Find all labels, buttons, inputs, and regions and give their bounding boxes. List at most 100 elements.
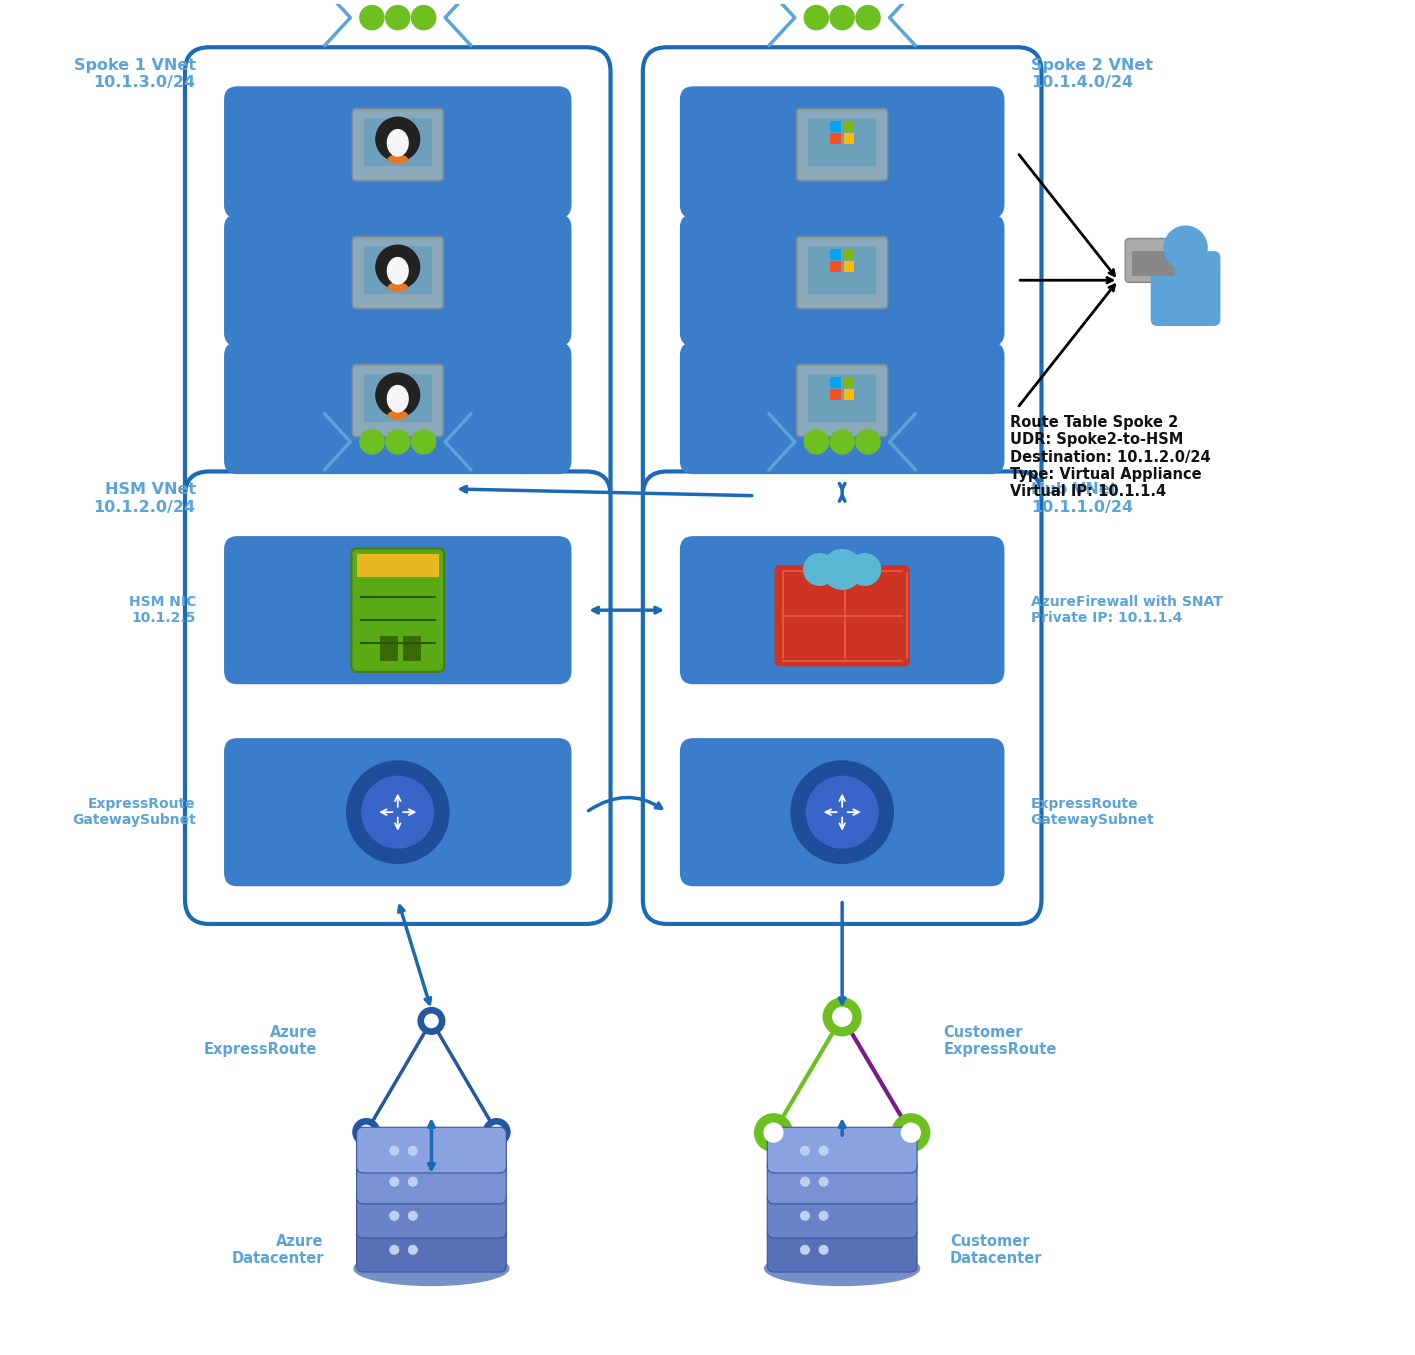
Circle shape bbox=[891, 1114, 930, 1152]
Circle shape bbox=[347, 762, 449, 863]
Text: ExpressRoute
GatewaySubnet: ExpressRoute GatewaySubnet bbox=[72, 797, 195, 828]
Ellipse shape bbox=[388, 283, 408, 291]
Circle shape bbox=[412, 5, 436, 30]
Bar bbox=[822, 159, 863, 164]
Bar bbox=[843, 122, 855, 131]
FancyBboxPatch shape bbox=[364, 245, 432, 294]
Text: Spoke 2 VNet
10.1.4.0/24: Spoke 2 VNet 10.1.4.0/24 bbox=[1030, 58, 1153, 91]
FancyBboxPatch shape bbox=[767, 1226, 917, 1272]
FancyBboxPatch shape bbox=[357, 1226, 507, 1272]
Ellipse shape bbox=[388, 257, 408, 285]
Circle shape bbox=[409, 1211, 417, 1220]
Circle shape bbox=[901, 1123, 920, 1142]
Circle shape bbox=[376, 118, 420, 161]
Bar bbox=[843, 389, 855, 400]
Circle shape bbox=[804, 5, 828, 30]
FancyBboxPatch shape bbox=[364, 374, 432, 421]
Bar bbox=[376, 415, 419, 420]
Bar bbox=[831, 262, 841, 272]
FancyBboxPatch shape bbox=[679, 537, 1005, 684]
Text: Azure
Datacenter: Azure Datacenter bbox=[231, 1233, 324, 1266]
Circle shape bbox=[359, 430, 383, 454]
Ellipse shape bbox=[764, 1252, 920, 1286]
FancyBboxPatch shape bbox=[364, 118, 432, 165]
Bar bbox=[403, 635, 420, 661]
Circle shape bbox=[824, 999, 860, 1035]
Circle shape bbox=[417, 1008, 444, 1034]
Circle shape bbox=[831, 5, 855, 30]
FancyBboxPatch shape bbox=[357, 1127, 507, 1173]
Circle shape bbox=[409, 1146, 417, 1154]
Circle shape bbox=[391, 1211, 399, 1220]
FancyBboxPatch shape bbox=[357, 1159, 507, 1203]
Circle shape bbox=[856, 430, 880, 454]
FancyBboxPatch shape bbox=[224, 343, 572, 474]
FancyBboxPatch shape bbox=[352, 108, 443, 180]
FancyBboxPatch shape bbox=[352, 364, 443, 436]
FancyBboxPatch shape bbox=[767, 1159, 917, 1203]
Bar bbox=[391, 152, 405, 164]
FancyBboxPatch shape bbox=[185, 47, 610, 514]
Bar bbox=[843, 377, 855, 388]
Ellipse shape bbox=[354, 1252, 509, 1286]
FancyBboxPatch shape bbox=[679, 214, 1005, 347]
Circle shape bbox=[801, 1211, 809, 1220]
Bar bbox=[843, 133, 855, 144]
FancyBboxPatch shape bbox=[642, 47, 1041, 514]
Circle shape bbox=[754, 1114, 792, 1152]
Bar bbox=[843, 262, 855, 272]
Circle shape bbox=[409, 1177, 417, 1186]
Circle shape bbox=[831, 430, 855, 454]
Ellipse shape bbox=[388, 156, 408, 163]
Text: HSM VNet
10.1.2.0/24: HSM VNet 10.1.2.0/24 bbox=[93, 482, 195, 515]
Bar bbox=[357, 554, 439, 577]
Bar bbox=[835, 152, 849, 164]
Bar bbox=[1132, 251, 1176, 276]
FancyBboxPatch shape bbox=[352, 237, 443, 309]
Circle shape bbox=[801, 1245, 809, 1255]
Circle shape bbox=[856, 5, 880, 30]
Circle shape bbox=[819, 1146, 828, 1154]
Circle shape bbox=[819, 1211, 828, 1220]
Circle shape bbox=[412, 430, 436, 454]
Circle shape bbox=[849, 554, 880, 585]
Bar bbox=[831, 122, 841, 131]
Ellipse shape bbox=[388, 386, 408, 412]
Bar bbox=[831, 389, 841, 400]
Circle shape bbox=[801, 1146, 809, 1154]
Bar bbox=[391, 408, 405, 420]
Circle shape bbox=[352, 1119, 379, 1145]
Text: Customer
ExpressRoute: Customer ExpressRoute bbox=[944, 1024, 1057, 1057]
Bar bbox=[376, 287, 419, 293]
Text: ExpressRoute
GatewaySubnet: ExpressRoute GatewaySubnet bbox=[1030, 797, 1155, 828]
Text: AzureFirewall with SNAT
Private IP: 10.1.1.4: AzureFirewall with SNAT Private IP: 10.1… bbox=[1030, 595, 1223, 625]
Bar bbox=[822, 287, 863, 293]
Text: HSM NIC
10.1.2.5: HSM NIC 10.1.2.5 bbox=[129, 595, 195, 625]
Circle shape bbox=[822, 550, 862, 589]
Bar bbox=[835, 408, 849, 420]
Bar bbox=[831, 133, 841, 144]
Ellipse shape bbox=[388, 130, 408, 156]
Circle shape bbox=[484, 1119, 509, 1145]
FancyBboxPatch shape bbox=[357, 1192, 507, 1238]
Circle shape bbox=[386, 5, 410, 30]
FancyBboxPatch shape bbox=[224, 87, 572, 218]
Circle shape bbox=[409, 1245, 417, 1255]
Circle shape bbox=[801, 1177, 809, 1186]
Circle shape bbox=[386, 430, 410, 454]
Text: Azure
ExpressRoute: Azure ExpressRoute bbox=[204, 1024, 317, 1057]
Circle shape bbox=[391, 1177, 399, 1186]
Ellipse shape bbox=[388, 411, 408, 419]
Circle shape bbox=[833, 1007, 852, 1026]
Bar bbox=[379, 635, 398, 661]
FancyBboxPatch shape bbox=[797, 364, 887, 436]
FancyBboxPatch shape bbox=[767, 1192, 917, 1238]
Circle shape bbox=[819, 1177, 828, 1186]
FancyBboxPatch shape bbox=[808, 118, 876, 165]
FancyBboxPatch shape bbox=[774, 565, 910, 667]
FancyBboxPatch shape bbox=[797, 108, 887, 180]
Bar bbox=[376, 159, 419, 164]
Circle shape bbox=[1165, 226, 1207, 270]
Circle shape bbox=[804, 430, 828, 454]
FancyBboxPatch shape bbox=[679, 738, 1005, 886]
